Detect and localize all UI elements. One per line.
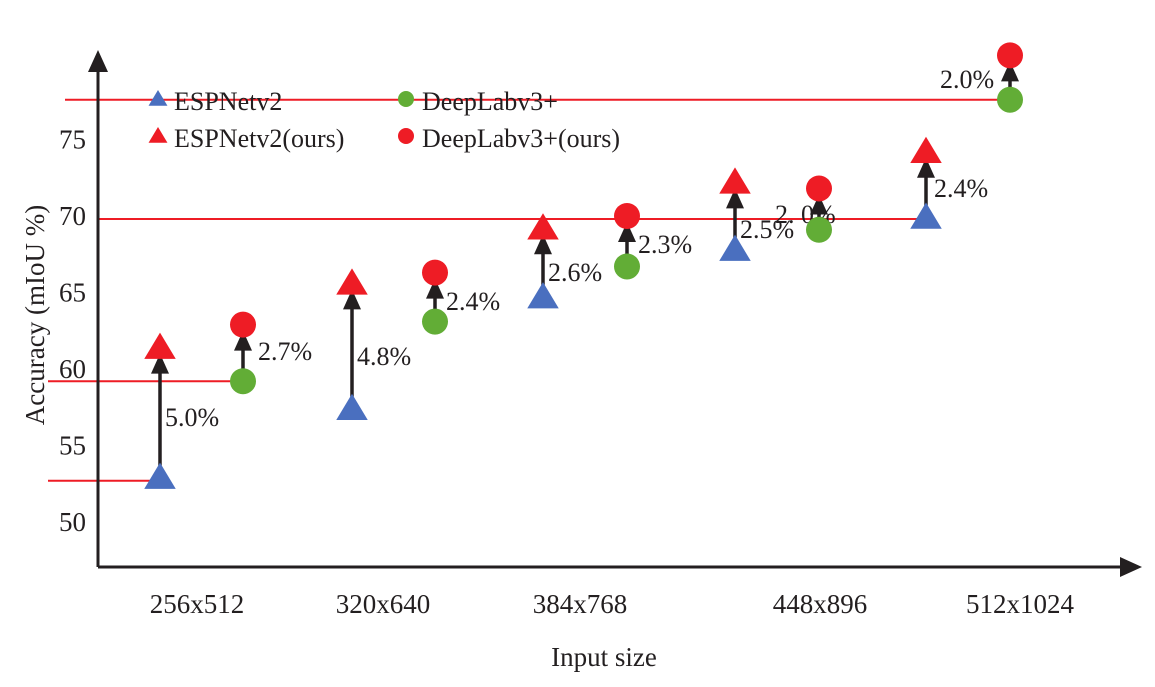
point-deeplabv3-ours	[230, 311, 256, 338]
point-espnetv2	[144, 462, 176, 489]
improvement-arrowhead	[426, 278, 444, 299]
legend-marker	[148, 127, 168, 143]
y-axis-label: Accuracy (mIoU %)	[20, 205, 50, 425]
legend-marker	[398, 91, 414, 107]
legend-label: ESPNetv2	[174, 87, 282, 116]
x-tick-label: 320x640	[336, 589, 431, 619]
point-deeplabv3-ours	[422, 259, 448, 286]
point-espnetv2	[719, 234, 751, 261]
y-tick-label: 50	[59, 507, 86, 537]
y-tick-label: 65	[59, 278, 86, 308]
point-espnetv2-ours	[527, 213, 559, 240]
x-tick-label: 512x1024	[966, 589, 1075, 619]
x-axis-arrowhead	[1120, 557, 1142, 577]
point-espnetv2	[336, 393, 368, 421]
improvement-arrowhead	[917, 157, 935, 178]
improvement-arrowhead	[151, 353, 169, 374]
improvement-arrowhead	[534, 234, 552, 255]
point-espnetv2-ours	[719, 167, 751, 194]
improvement-label: 2.5%	[740, 215, 794, 244]
legend: ESPNetv2 ESPNetv2(ours) DeepLabv3+ DeepLabv…	[148, 87, 620, 153]
point-deeplabv3	[614, 253, 640, 280]
y-tick-label: 75	[59, 125, 86, 155]
x-tick-label: 448x896	[773, 589, 868, 619]
legend-label: DeepLabv3+(ours)	[422, 124, 620, 153]
point-espnetv2	[527, 282, 559, 309]
point-deeplabv3-ours	[997, 42, 1023, 69]
legend-marker	[148, 90, 168, 106]
legend-label: DeepLabv3+	[422, 87, 558, 116]
improvement-label: 2.0%	[940, 65, 994, 94]
improvement-arrowhead	[234, 330, 252, 351]
point-deeplabv3-ours	[614, 203, 640, 229]
point-deeplabv3	[230, 368, 256, 395]
point-deeplabv3	[422, 308, 448, 335]
point-espnetv2-ours	[910, 136, 942, 163]
improvement-arrowhead	[618, 222, 636, 242]
improvement-arrowhead	[726, 188, 744, 209]
x-tick-label: 256x512	[150, 589, 245, 619]
improvement-label: 5.0%	[165, 403, 219, 432]
improvement-arrowhead	[810, 194, 828, 215]
point-espnetv2	[910, 202, 942, 229]
improvement-label: 4.8%	[357, 342, 411, 371]
point-espnetv2-ours	[144, 332, 176, 359]
improvement-label: 2.6%	[548, 258, 602, 287]
improvement-arrowhead	[1001, 61, 1019, 82]
legend-marker	[398, 128, 414, 144]
y-tick-label: 70	[59, 201, 86, 231]
y-axis-arrowhead	[88, 50, 108, 72]
point-deeplabv3	[997, 86, 1023, 113]
improvement-label: 2.7%	[258, 337, 312, 366]
x-axis-label: Input size	[551, 642, 657, 672]
improvement-label: 2.3%	[638, 230, 692, 259]
point-deeplabv3-ours	[806, 175, 832, 202]
x-tick-label: 384x768	[533, 589, 628, 619]
improvement-label: 2.4%	[934, 174, 988, 203]
improvement-label: 2.4%	[446, 287, 500, 316]
y-tick-label: 55	[59, 431, 86, 461]
point-espnetv2-ours	[336, 268, 368, 295]
y-tick-label: 60	[59, 354, 86, 384]
point-deeplabv3	[806, 216, 832, 243]
improvement-arrowhead	[343, 289, 361, 310]
axes	[88, 50, 1142, 577]
legend-label: ESPNetv2(ours)	[174, 124, 344, 153]
